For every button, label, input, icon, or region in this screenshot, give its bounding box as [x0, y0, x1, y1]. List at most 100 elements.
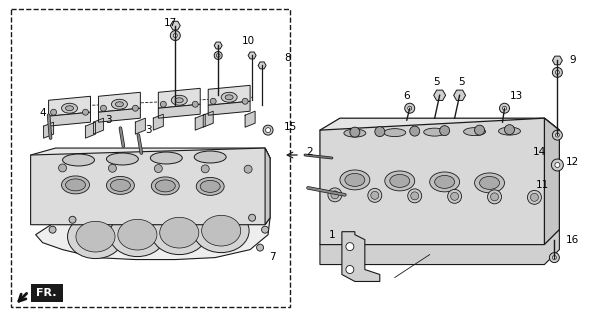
Circle shape	[411, 192, 419, 200]
Ellipse shape	[62, 176, 90, 194]
Circle shape	[552, 68, 562, 77]
Circle shape	[346, 266, 354, 274]
Polygon shape	[544, 118, 560, 244]
Text: 1: 1	[329, 230, 335, 240]
Circle shape	[160, 101, 166, 107]
Ellipse shape	[155, 180, 176, 192]
Circle shape	[58, 164, 67, 172]
Polygon shape	[265, 148, 270, 225]
Text: 8: 8	[284, 53, 292, 63]
Polygon shape	[48, 112, 91, 126]
Polygon shape	[342, 232, 380, 282]
Circle shape	[552, 256, 557, 260]
Text: 3: 3	[105, 115, 112, 125]
Ellipse shape	[435, 175, 455, 188]
Text: 2: 2	[307, 147, 313, 157]
Circle shape	[531, 193, 538, 201]
Polygon shape	[94, 118, 104, 134]
Circle shape	[439, 126, 449, 136]
Text: 3: 3	[145, 125, 151, 135]
Circle shape	[257, 244, 263, 251]
Ellipse shape	[194, 151, 226, 163]
Circle shape	[201, 165, 209, 173]
Circle shape	[551, 159, 563, 171]
Ellipse shape	[160, 217, 199, 248]
Circle shape	[451, 192, 459, 200]
Polygon shape	[44, 122, 54, 138]
Polygon shape	[31, 148, 270, 225]
Ellipse shape	[340, 170, 370, 190]
Circle shape	[51, 109, 57, 115]
Ellipse shape	[115, 102, 124, 107]
Circle shape	[242, 98, 248, 104]
Ellipse shape	[62, 154, 94, 166]
Polygon shape	[320, 118, 560, 244]
Polygon shape	[98, 108, 140, 122]
Circle shape	[173, 34, 177, 37]
Ellipse shape	[475, 173, 505, 193]
Polygon shape	[454, 90, 465, 100]
Polygon shape	[85, 122, 95, 138]
Text: 11: 11	[536, 180, 549, 190]
Ellipse shape	[221, 92, 237, 102]
Polygon shape	[214, 42, 222, 49]
Ellipse shape	[176, 98, 183, 103]
Circle shape	[69, 216, 76, 223]
Ellipse shape	[225, 95, 233, 100]
Ellipse shape	[385, 171, 415, 191]
Polygon shape	[135, 118, 145, 134]
Ellipse shape	[65, 179, 85, 191]
Ellipse shape	[193, 209, 249, 252]
Polygon shape	[248, 52, 256, 59]
Text: 9: 9	[569, 55, 575, 65]
Text: 15: 15	[283, 122, 297, 132]
Circle shape	[170, 31, 180, 41]
Circle shape	[555, 133, 560, 137]
Ellipse shape	[464, 128, 485, 136]
Polygon shape	[208, 85, 250, 105]
Circle shape	[408, 189, 422, 203]
Ellipse shape	[171, 95, 187, 105]
Text: 13: 13	[510, 91, 523, 101]
Circle shape	[350, 127, 360, 137]
Circle shape	[262, 226, 269, 233]
Circle shape	[375, 127, 385, 137]
Text: 6: 6	[403, 91, 410, 101]
Text: FR.: FR.	[37, 288, 57, 299]
Polygon shape	[170, 21, 180, 30]
Circle shape	[192, 101, 198, 107]
Circle shape	[505, 125, 514, 135]
Polygon shape	[552, 56, 562, 65]
Circle shape	[266, 128, 270, 132]
Circle shape	[49, 226, 56, 233]
Text: 12: 12	[565, 157, 579, 167]
Bar	[11, 9, 290, 307]
Ellipse shape	[110, 180, 130, 191]
Circle shape	[133, 105, 138, 111]
Text: 7: 7	[269, 252, 276, 261]
Polygon shape	[434, 90, 446, 100]
Ellipse shape	[110, 213, 166, 257]
Circle shape	[488, 190, 501, 204]
Polygon shape	[245, 111, 255, 127]
Polygon shape	[31, 148, 270, 170]
Circle shape	[328, 188, 342, 202]
Circle shape	[491, 193, 498, 201]
Circle shape	[475, 125, 485, 135]
Polygon shape	[158, 88, 200, 108]
Circle shape	[210, 98, 216, 104]
Ellipse shape	[76, 221, 115, 252]
Circle shape	[108, 164, 117, 172]
Ellipse shape	[68, 215, 124, 259]
Ellipse shape	[344, 129, 366, 137]
Circle shape	[249, 214, 256, 221]
Ellipse shape	[107, 153, 138, 165]
Circle shape	[405, 103, 415, 113]
Circle shape	[82, 109, 88, 115]
Polygon shape	[35, 207, 270, 260]
Bar	[31, 284, 62, 302]
Circle shape	[368, 188, 382, 202]
Ellipse shape	[479, 176, 499, 189]
Polygon shape	[320, 230, 560, 265]
Ellipse shape	[118, 219, 157, 250]
